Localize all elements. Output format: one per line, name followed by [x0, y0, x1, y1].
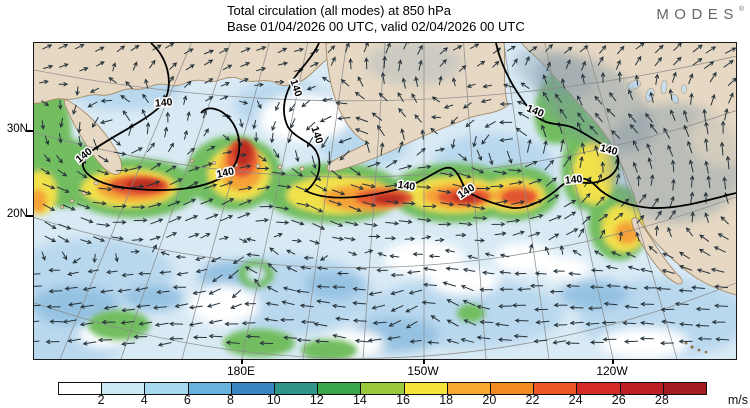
colorbar-tick: 6 [183, 393, 191, 407]
lon-tick-180e [241, 359, 243, 364]
colorbar-segment [577, 383, 621, 394]
colorbar-tick: 12 [309, 393, 324, 407]
colorbar-tick: 28 [654, 393, 669, 407]
colorbar-segment [145, 383, 189, 394]
colorbar-tick: 8 [227, 393, 234, 407]
colorbar-tick: 24 [568, 393, 583, 407]
modes-logo: MODES® [656, 6, 744, 23]
colorbar-unit: m/s [727, 393, 748, 407]
lon-tick-120w [612, 359, 614, 364]
registered-mark: ® [738, 6, 744, 13]
lon-label-150w: 150W [407, 364, 439, 378]
lat-tick-20n [27, 215, 33, 217]
chart-title-block: Total circulation (all modes) at 850 hPa… [227, 3, 525, 34]
colorbar-segment [447, 383, 492, 394]
lon-label-120w: 120W [596, 364, 628, 378]
colorbar-tick: 26 [611, 393, 626, 407]
colorbar-tick: 22 [525, 393, 540, 407]
map-canvas: 140 140 140 140 140 140 140 140 140 140 [33, 42, 737, 360]
colorbar-tick: 20 [482, 393, 497, 407]
colorbar-segment [534, 383, 578, 394]
colorbar-segment [318, 383, 362, 394]
contour-label: 140 [216, 165, 236, 180]
lat-label-20n: 20N [6, 208, 28, 220]
colorbar-segment [491, 383, 535, 394]
contour-label: 140 [564, 173, 583, 187]
colorbar-segment [404, 383, 448, 394]
colorbar-segment [620, 383, 664, 394]
colorbar-tick: 4 [140, 393, 148, 407]
contour-lines [82, 43, 736, 209]
colorbar-tick: 18 [439, 393, 454, 407]
colorbar-segment [275, 383, 319, 394]
colorbar-tick: 16 [396, 393, 411, 407]
land-overlay-shading [366, 43, 736, 223]
colorbar-tick: 10 [266, 393, 281, 407]
colorbar-tick: 2 [97, 393, 105, 407]
contour-label: 140 [397, 179, 416, 193]
chart-subtitle: Base 01/04/2026 00 UTC, valid 02/04/2026… [227, 18, 525, 34]
contour-label: 140 [599, 142, 619, 158]
colorbar-segment [361, 383, 405, 394]
lat-tick-30n [27, 130, 33, 132]
colorbar-segment [188, 383, 232, 394]
lat-label-30n: 30N [6, 123, 28, 135]
colorbar-segment [102, 383, 146, 394]
contour-label: 140 [154, 96, 173, 109]
colorbar [58, 382, 707, 395]
colorbar-segment [663, 383, 707, 394]
lon-tick-150w [423, 359, 425, 364]
colorbar-tick: 14 [352, 393, 367, 407]
lon-label-180e: 180E [226, 364, 256, 378]
colorbar-segment [59, 383, 103, 394]
wind-vectors [34, 43, 736, 347]
chart-title: Total circulation (all modes) at 850 hPa [227, 3, 452, 18]
colorbar-segment [231, 383, 276, 394]
